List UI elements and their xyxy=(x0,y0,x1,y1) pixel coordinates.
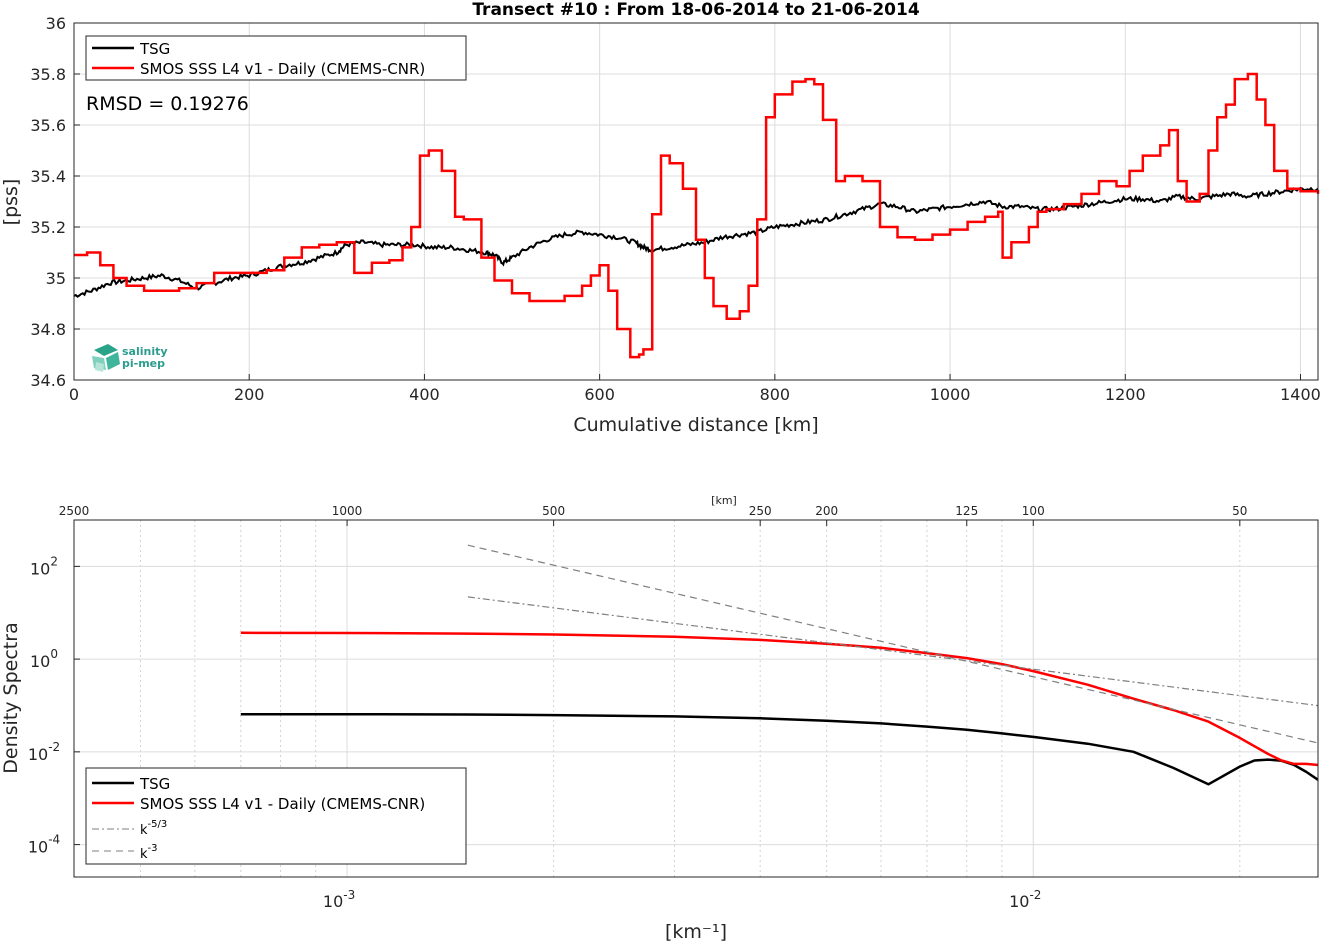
y-tick-exp: -4 xyxy=(48,833,60,847)
legend-box xyxy=(85,767,467,865)
top-tick-label: 100 xyxy=(1022,504,1045,518)
y-tick-exp: 2 xyxy=(50,554,58,568)
y-tick-base: 10 xyxy=(28,745,48,764)
y-tick-label: 100 xyxy=(30,647,58,671)
y-tick-label: 102 xyxy=(30,554,58,578)
legend-box xyxy=(85,35,467,81)
y-tick-label: 35.2 xyxy=(30,218,66,237)
legend-label-k53: k-5/3 xyxy=(140,819,167,838)
legend-label-tsg: TSG xyxy=(139,40,170,58)
series-line-k3 xyxy=(467,544,1319,744)
legend-label-tsg: TSG xyxy=(139,775,170,793)
top-tick-label: 250 xyxy=(749,504,772,518)
legend-label-k3: k-3 xyxy=(140,843,158,862)
x-tick-label: 10-2 xyxy=(1009,888,1041,911)
y-tick-base: 10 xyxy=(30,559,50,578)
top-tick-label: 1000 xyxy=(332,504,363,518)
salinity-logo: salinity pi-mep xyxy=(92,344,168,372)
legend: TSG SMOS SSS L4 v1 - Daily (CMEMS-CNR) xyxy=(85,35,467,81)
plot-frame xyxy=(73,519,1319,878)
y-tick-base: 10 xyxy=(30,652,50,671)
top-axis-label: [km] xyxy=(711,494,737,507)
series-line-smos xyxy=(240,631,1319,767)
series-group xyxy=(240,544,1319,786)
x-tick-exp: -3 xyxy=(343,888,355,902)
series-line-tsg xyxy=(240,712,1319,786)
series-line-smos xyxy=(74,72,1320,359)
series-group xyxy=(73,72,1320,359)
legend-k53-base: k xyxy=(140,823,148,838)
y-tick-label: 10-4 xyxy=(28,833,60,857)
y-tick-label: 35.8 xyxy=(30,65,66,84)
y-tick-label: 36 xyxy=(46,14,66,33)
y-tick-exp: 0 xyxy=(50,647,58,661)
x-tick-label: 1000 xyxy=(930,385,971,404)
y-tick-base: 10 xyxy=(28,838,48,857)
x-tick-label: 200 xyxy=(234,385,265,404)
rmsd-annotation: RMSD = 0.19276 xyxy=(86,93,249,115)
y-tick-label: 10-2 xyxy=(28,740,60,764)
y-axis-label: [pss] xyxy=(0,179,22,226)
y-axis-label: Density Spectra xyxy=(0,622,22,773)
x-axis-label: Cumulative distance [km] xyxy=(573,414,818,436)
y-tick-label: 35.6 xyxy=(30,116,66,135)
legend-k53-exp: -5/3 xyxy=(148,819,168,830)
plot-frame xyxy=(73,22,1319,381)
y-tick-label: 34.6 xyxy=(30,371,66,390)
series-line-k53 xyxy=(467,596,1319,707)
logo-text-2: pi-mep xyxy=(122,357,165,370)
x-tick-label: 600 xyxy=(584,385,615,404)
top-tick-label: 125 xyxy=(955,504,978,518)
x-tick-base: 10 xyxy=(1009,892,1029,911)
top-tick-label: 200 xyxy=(815,504,838,518)
y-tick-exp: -2 xyxy=(48,740,60,754)
legend-k3-base: k xyxy=(140,847,148,862)
salinity-chart: Transect #10 : From 18-06-2014 to 21-06-… xyxy=(0,0,1321,436)
top-tick-label: 50 xyxy=(1232,504,1247,518)
x-axis-label: [km⁻¹] xyxy=(665,921,727,942)
top-tick-label: 2500 xyxy=(59,504,90,518)
chart-title: Transect #10 : From 18-06-2014 to 21-06-… xyxy=(472,0,920,20)
y-tick-label: 35.4 xyxy=(30,167,66,186)
series-line-tsg xyxy=(73,186,1319,298)
y-tick-label: 34.8 xyxy=(30,320,66,339)
x-tick-label: 0 xyxy=(69,385,79,404)
x-tick-base: 10 xyxy=(323,892,343,911)
legend-k3-exp: -3 xyxy=(148,843,158,854)
legend-label-smos: SMOS SSS L4 v1 - Daily (CMEMS-CNR) xyxy=(140,795,425,813)
x-tick-exp: -2 xyxy=(1029,888,1041,902)
tick-labels: 0 200 400 600 800 1000 1200 1400 34.6 34.8 35 35.2 3… xyxy=(30,14,1320,404)
logo-text-1: salinity xyxy=(122,345,168,358)
top-tick-label: 500 xyxy=(542,504,565,518)
x-tick-label: 1400 xyxy=(1280,385,1321,404)
x-tick-label: 10-3 xyxy=(323,888,355,911)
x-tick-label: 1200 xyxy=(1105,385,1146,404)
y-tick-label: 35 xyxy=(46,269,66,288)
legend: TSG SMOS SSS L4 v1 - Daily (CMEMS-CNR) k… xyxy=(85,767,467,865)
legend-label-smos: SMOS SSS L4 v1 - Daily (CMEMS-CNR) xyxy=(140,60,425,78)
x-tick-label: 400 xyxy=(409,385,440,404)
x-tick-label: 800 xyxy=(760,385,791,404)
logo-icon xyxy=(92,344,120,372)
